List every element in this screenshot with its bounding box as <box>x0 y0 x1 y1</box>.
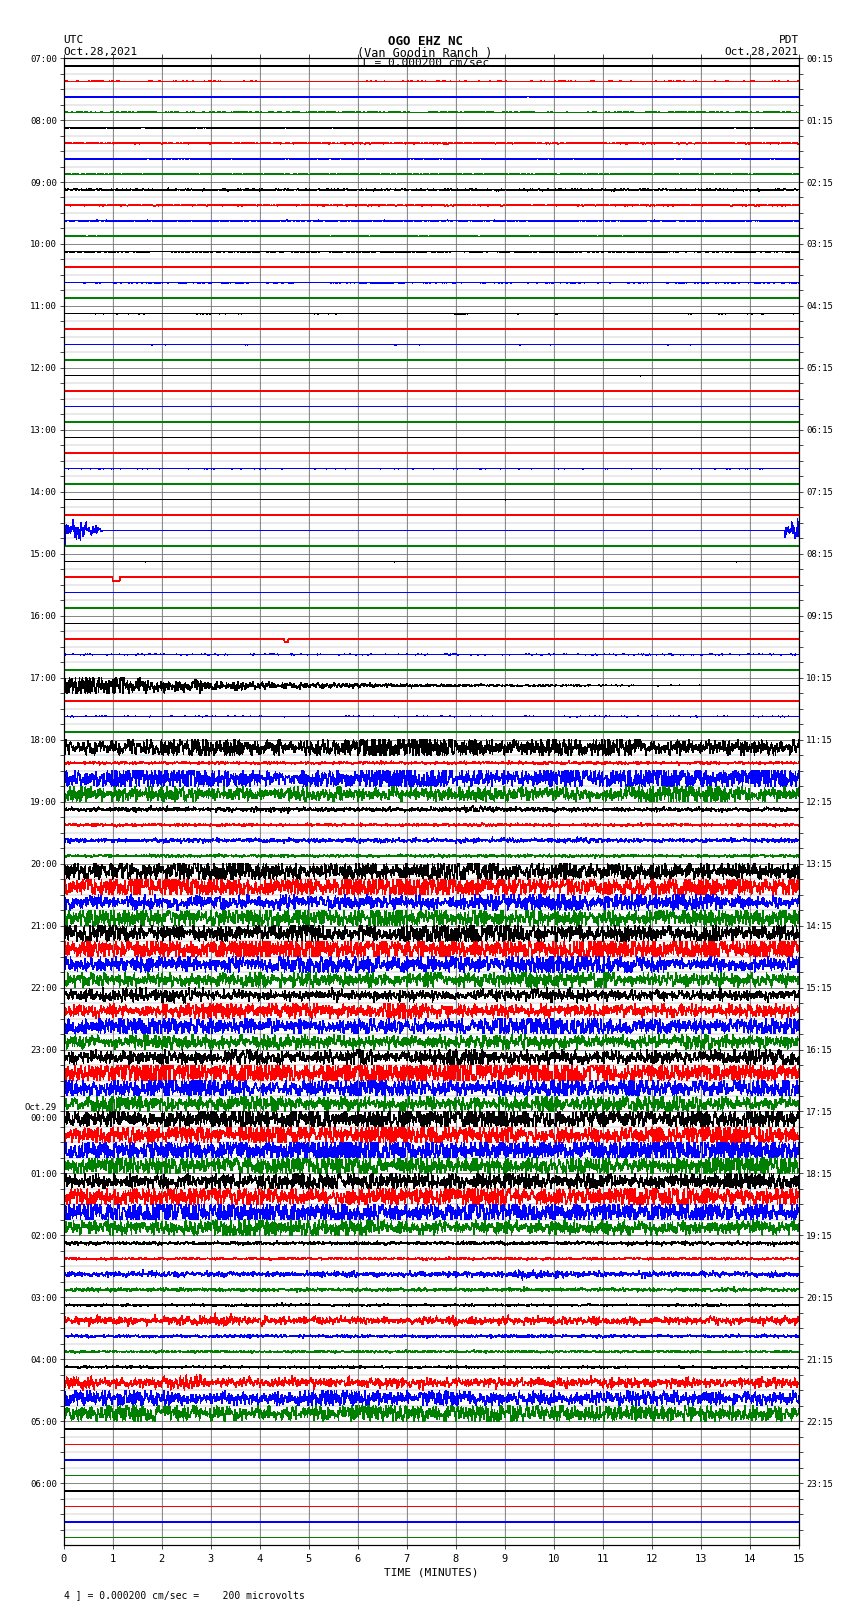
Text: OGO EHZ NC: OGO EHZ NC <box>388 35 462 48</box>
Text: PDT: PDT <box>779 35 799 45</box>
Text: (Van Goodin Ranch ): (Van Goodin Ranch ) <box>357 47 493 60</box>
Text: Oct.28,2021: Oct.28,2021 <box>725 47 799 56</box>
Text: Oct.28,2021: Oct.28,2021 <box>64 47 138 56</box>
Text: 4 ] = 0.000200 cm/sec =    200 microvolts: 4 ] = 0.000200 cm/sec = 200 microvolts <box>64 1590 304 1600</box>
X-axis label: TIME (MINUTES): TIME (MINUTES) <box>384 1568 479 1578</box>
Text: UTC: UTC <box>64 35 84 45</box>
Text: I = 0.000200 cm/sec: I = 0.000200 cm/sec <box>361 58 489 68</box>
